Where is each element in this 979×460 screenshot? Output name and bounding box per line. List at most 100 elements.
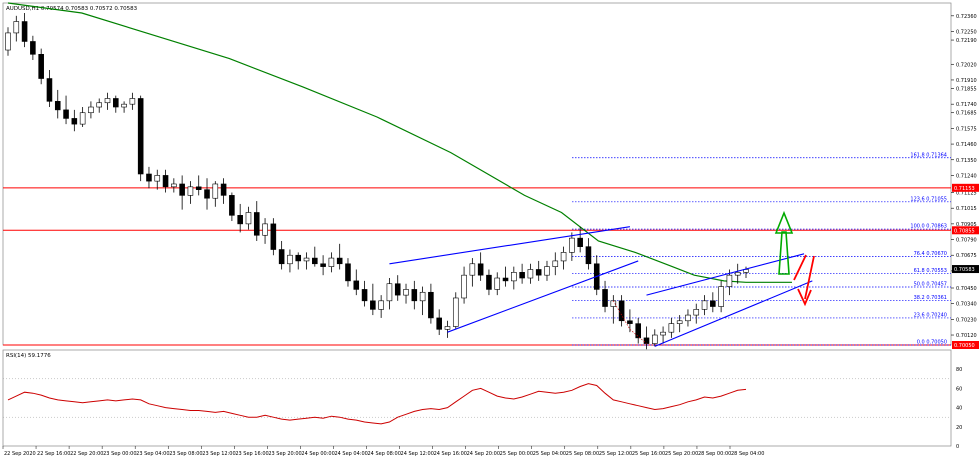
- time-tick-label: 23 Sep 20:00: [268, 451, 301, 457]
- candle-body: [477, 263, 484, 276]
- channel-lines: [389, 226, 813, 347]
- rsi-tick-label: 0: [956, 444, 959, 450]
- candle-body: [461, 274, 467, 299]
- candle-body: [676, 320, 683, 324]
- candle-body: [701, 300, 708, 310]
- rsi-indicator: 80 60 40 20 0: [3, 367, 962, 450]
- candle-body: [535, 269, 542, 276]
- candle-body: [370, 300, 376, 310]
- candle-body: [710, 300, 716, 307]
- price-tag-label: 0.71153: [954, 186, 975, 192]
- price-tick-label: 0.70905: [956, 222, 977, 228]
- fib-label: 50.0 0.70457: [914, 282, 947, 288]
- time-tick-label: 23 Sep 16:00: [235, 451, 268, 457]
- candle-body: [552, 260, 559, 267]
- time-tick-label: 25 Sep 04:00: [533, 451, 566, 457]
- candle-body: [320, 263, 326, 267]
- time-tick-label: 24 Sep 08:00: [368, 451, 401, 457]
- fib-label: 61.8 0.70553: [914, 268, 947, 274]
- channel-line: [389, 226, 630, 265]
- price-tick-label: 0.70340: [956, 302, 977, 308]
- candle-body: [295, 254, 302, 262]
- candle-body: [71, 118, 78, 125]
- time-tick-label: 24 Sep 04:00: [334, 451, 367, 457]
- chart-title: AUDUSD,H1 0.70574 0.70583 0.70572 0.7058…: [6, 6, 138, 12]
- candle-body: [171, 183, 177, 188]
- candle-body: [444, 326, 451, 330]
- price-tick-label: 0.72190: [956, 38, 977, 44]
- candle-body: [303, 257, 310, 262]
- price-tick-label: 0.71575: [956, 126, 977, 132]
- candle-body: [220, 183, 227, 196]
- fib-label: 100.0 0.70863: [910, 224, 947, 230]
- candle-body: [610, 300, 617, 307]
- candle-body: [88, 106, 94, 114]
- time-tick-label: 24 Sep 12:00: [401, 451, 434, 457]
- candle-body: [129, 98, 136, 105]
- candle-body: [378, 300, 384, 310]
- arrow-red-down-head: [797, 288, 812, 307]
- price-tick-label: 0.72250: [956, 30, 977, 36]
- candle-body: [245, 212, 252, 225]
- price-tag: [952, 265, 979, 274]
- candle-body: [113, 98, 119, 108]
- time-tick-label: 23 Sep 08:00: [169, 451, 202, 457]
- price-tag: [952, 226, 979, 235]
- candle-body: [204, 189, 210, 199]
- candle-body: [527, 269, 534, 279]
- price-tick-label: 0.70450: [956, 286, 977, 292]
- candle-body: [262, 223, 268, 236]
- candle-body: [577, 237, 583, 247]
- fib-label: 123.6 0.71055: [910, 196, 947, 202]
- time-tick-label: 25 Sep 16:00: [632, 451, 665, 457]
- fib-label: 23.6 0.70240: [914, 312, 947, 318]
- price-tick-label: 0.71740: [956, 102, 977, 108]
- arrow-up-head: [774, 210, 794, 234]
- candle-body: [270, 223, 277, 250]
- candle-body: [253, 212, 260, 236]
- time-tick-label: 28 Sep 04:00: [731, 451, 764, 457]
- price-tick-label: 0.72360: [956, 14, 977, 20]
- candle-body: [394, 283, 401, 296]
- time-tick-label: 25 Sep 20:00: [665, 451, 698, 457]
- rsi-tick-label: 80: [956, 367, 962, 373]
- time-tick-label: 24 Sep 20:00: [467, 451, 500, 457]
- candle-body: [312, 257, 318, 265]
- price-tag-label: 0.70855: [954, 228, 975, 234]
- fib-label: 76.4 0.70670: [914, 251, 947, 257]
- candle-body: [627, 320, 633, 324]
- price-tag-label: 0.70050: [954, 343, 975, 349]
- price-tick-label: 0.71240: [956, 173, 977, 179]
- candle-body: [38, 53, 44, 79]
- candle-body: [403, 289, 409, 296]
- candle-body: [511, 272, 517, 282]
- rsi-panel-frame: [2, 349, 952, 447]
- candle-body: [79, 112, 86, 125]
- candle-body: [486, 274, 492, 290]
- price-tick-label: 0.71350: [956, 158, 977, 164]
- arrow-red-up: [793, 254, 807, 281]
- price-tick-label: 0.72020: [956, 62, 977, 68]
- channel-line: [447, 260, 639, 333]
- candle-body: [46, 78, 53, 102]
- price-tick-label: 0.70120: [956, 333, 977, 339]
- candle-body: [146, 173, 152, 182]
- channel-line: [654, 280, 813, 347]
- candle-body: [560, 252, 567, 262]
- candle-body: [544, 266, 550, 276]
- candle-body: [602, 289, 608, 307]
- rsi-line: [7, 383, 747, 425]
- candle-body: [660, 331, 666, 336]
- candle-body: [452, 297, 459, 327]
- candle-body: [361, 289, 368, 302]
- candle-body: [693, 309, 700, 316]
- time-tick-label: 22 Sep 16:00: [37, 451, 70, 457]
- candle-body: [21, 21, 28, 42]
- candle-body: [212, 183, 219, 199]
- candle-body: [137, 98, 144, 175]
- candle-body: [569, 237, 575, 253]
- candle-body: [179, 183, 185, 196]
- price-tick-label: 0.71015: [956, 206, 977, 212]
- candle-body: [651, 334, 658, 344]
- candle-body: [195, 186, 202, 190]
